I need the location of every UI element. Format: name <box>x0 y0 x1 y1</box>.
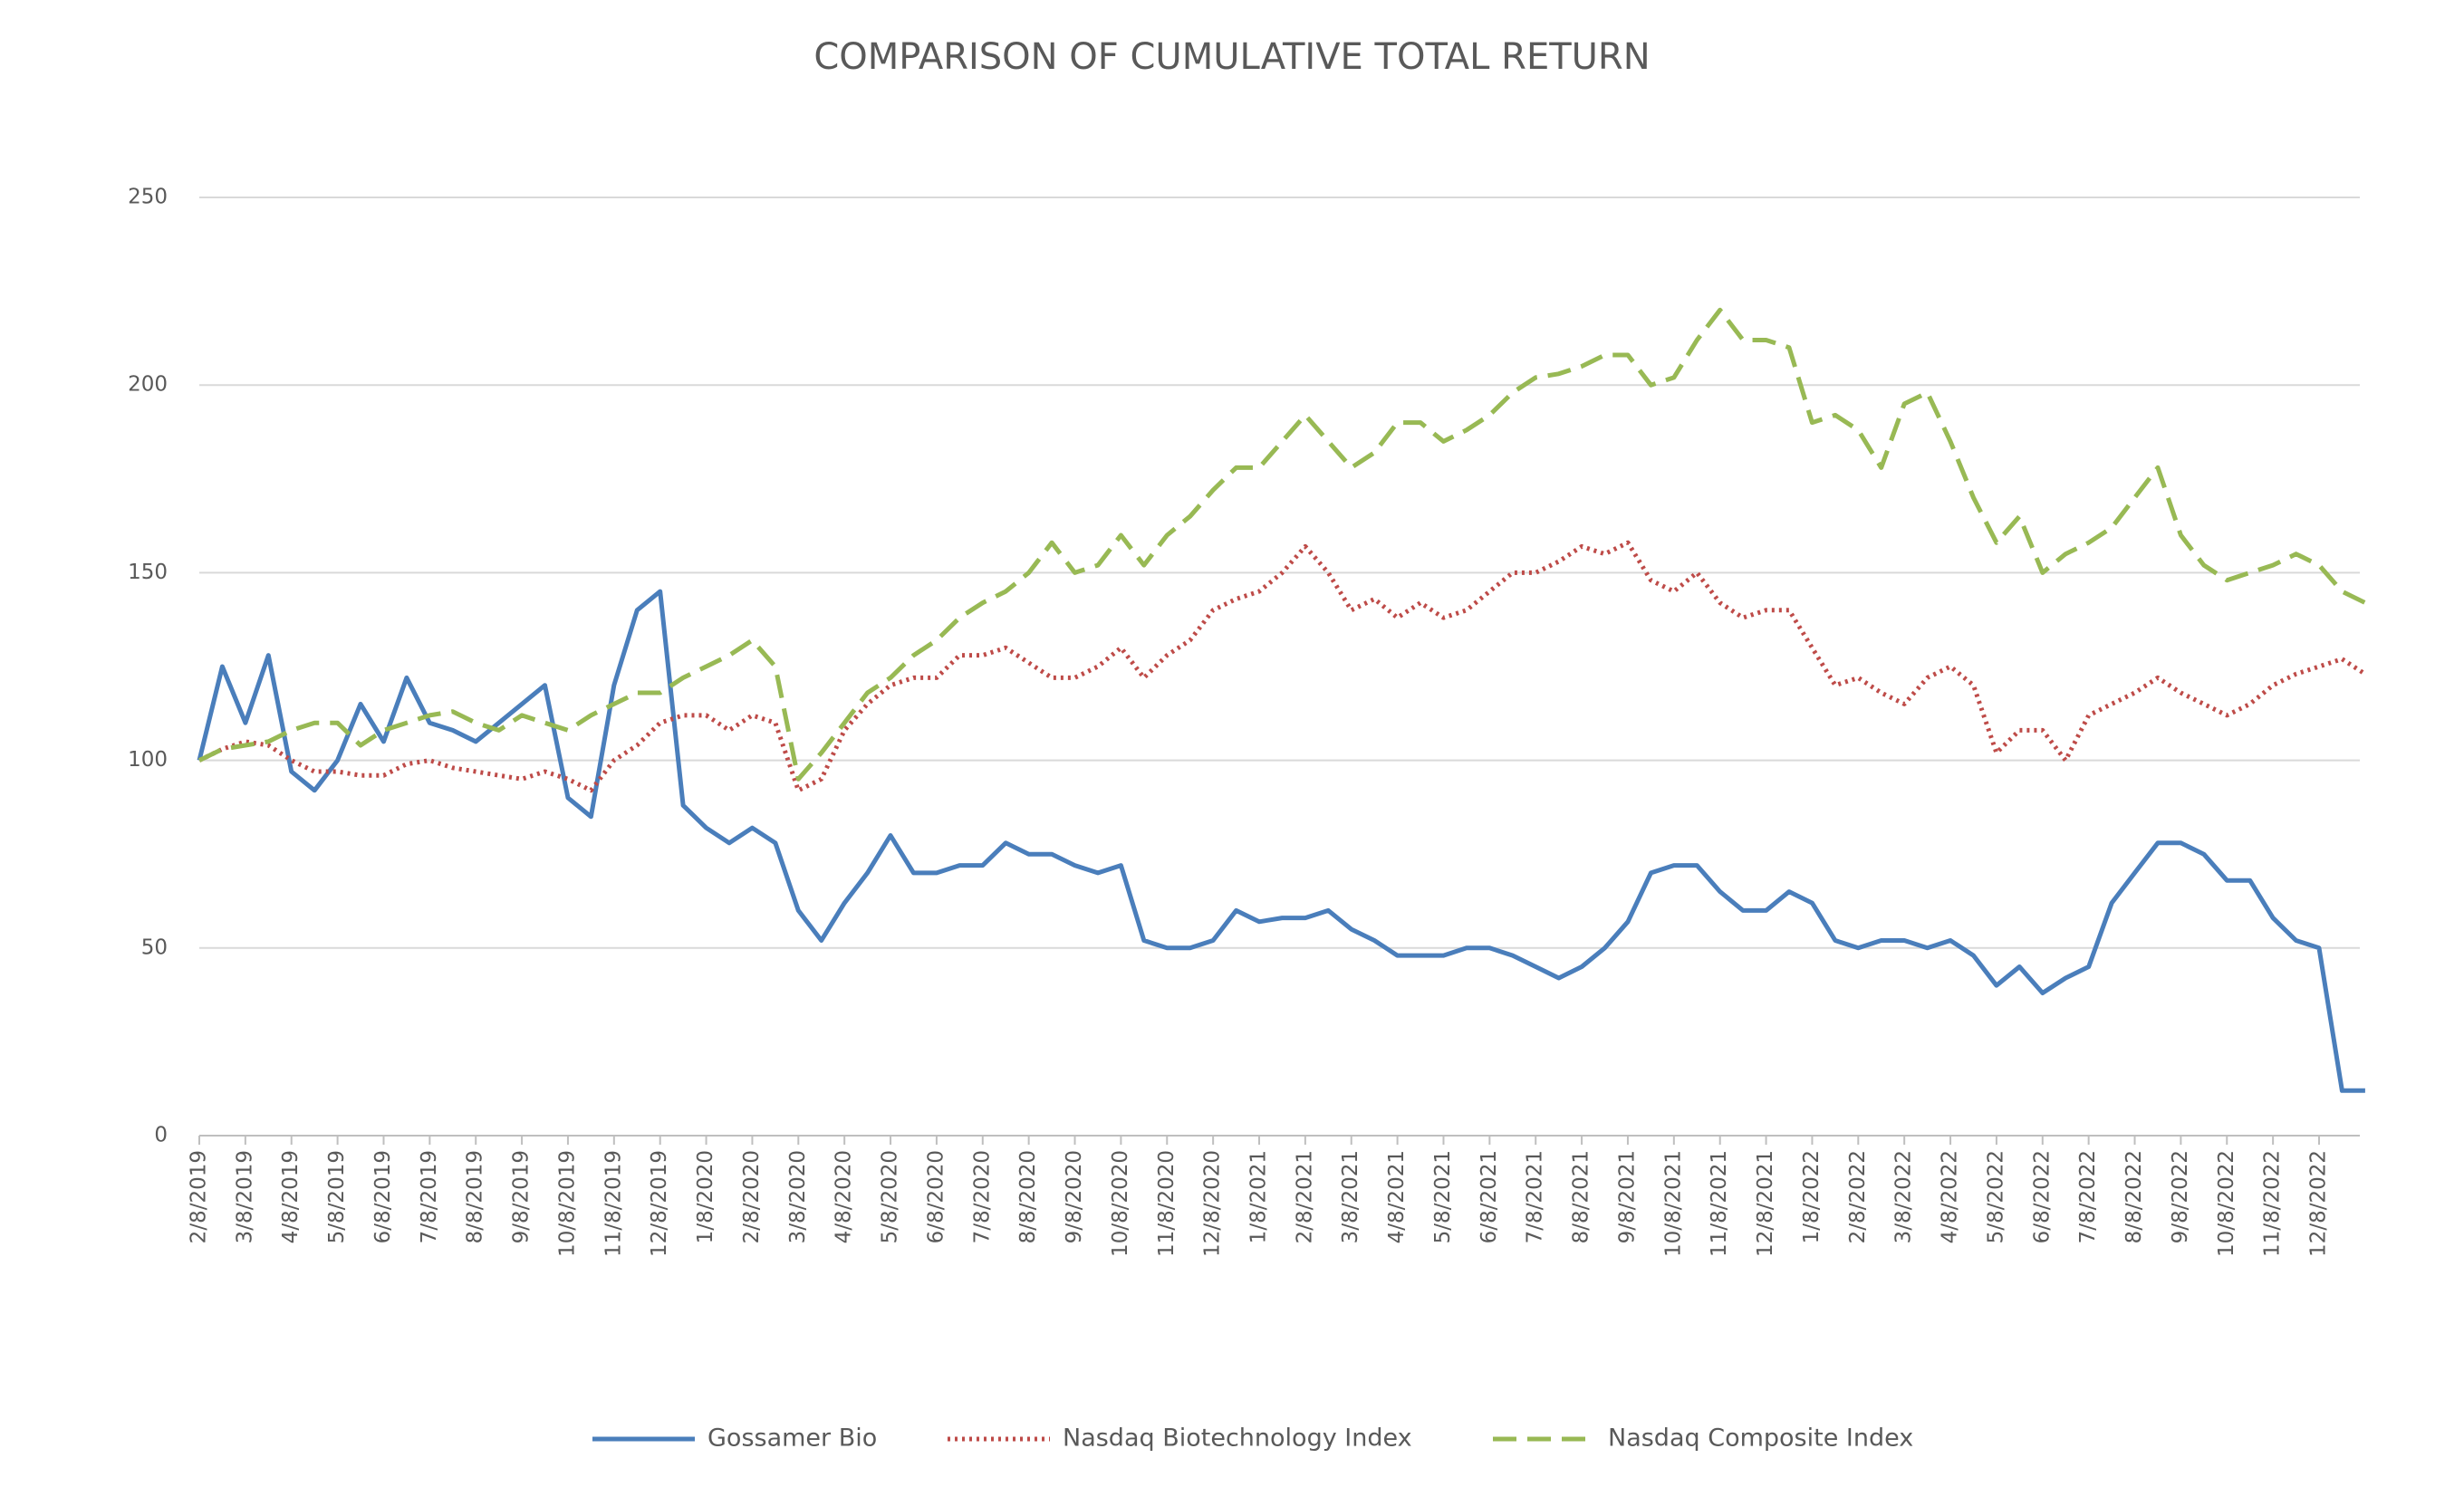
x-tick-label: 12/8/2022 <box>2307 1150 2331 1257</box>
x-tick-label: 7/8/2022 <box>2076 1150 2100 1243</box>
x-tick-label: 5/8/2019 <box>325 1150 349 1243</box>
x-tick-label: 9/8/2021 <box>1615 1150 1639 1243</box>
x-tick-label: 5/8/2022 <box>1984 1150 2007 1243</box>
x-tick-label: 10/8/2022 <box>2215 1150 2238 1257</box>
legend-label: Nasdaq Composite Index <box>1608 1425 1913 1453</box>
x-tick-label: 3/8/2022 <box>1892 1150 1916 1243</box>
y-tick-label: 250 <box>128 186 168 209</box>
x-tick-label: 7/8/2020 <box>970 1150 994 1243</box>
x-tick-label: 12/8/2021 <box>1754 1150 1777 1257</box>
legend-label: Nasdaq Biotechnology Index <box>1063 1425 1412 1453</box>
x-tick-label: 6/8/2019 <box>371 1150 395 1243</box>
x-tick-label: 1/8/2022 <box>1800 1150 1824 1243</box>
x-tick-label: 12/8/2020 <box>1201 1150 1225 1257</box>
legend-label: Gossamer Bio <box>707 1425 877 1453</box>
x-tick-label: 4/8/2020 <box>833 1150 856 1243</box>
chart-title: COMPARISON OF CUMULATIVE TOTAL RETURN <box>813 36 1650 78</box>
x-tick-label: 4/8/2019 <box>279 1150 303 1243</box>
x-tick-label: 2/8/2019 <box>188 1150 211 1243</box>
x-tick-label: 3/8/2019 <box>233 1150 256 1243</box>
x-tick-label: 9/8/2022 <box>2169 1150 2192 1243</box>
y-tick-label: 0 <box>154 1124 168 1147</box>
x-tick-label: 11/8/2019 <box>602 1150 625 1257</box>
x-tick-label: 8/8/2020 <box>1016 1150 1040 1243</box>
x-tick-label: 1/8/2020 <box>694 1150 717 1243</box>
x-tick-label: 11/8/2020 <box>1155 1150 1179 1257</box>
x-tick-label: 1/8/2021 <box>1247 1150 1271 1243</box>
x-tick-label: 9/8/2019 <box>510 1150 534 1243</box>
x-tick-label: 9/8/2020 <box>1063 1150 1086 1243</box>
x-tick-label: 3/8/2021 <box>1339 1150 1362 1243</box>
series-line <box>197 307 2367 782</box>
x-tick-label: 10/8/2020 <box>1109 1150 1132 1257</box>
y-tick-label: 200 <box>128 373 168 397</box>
x-tick-label: 8/8/2021 <box>1570 1150 1593 1243</box>
x-tick-label: 2/8/2021 <box>1293 1150 1316 1243</box>
x-tick-label: 11/8/2021 <box>1708 1150 1731 1257</box>
x-tick-label: 7/8/2021 <box>1524 1150 1547 1243</box>
x-tick-label: 5/8/2021 <box>1431 1150 1455 1243</box>
x-tick-label: 12/8/2019 <box>648 1150 671 1257</box>
x-tick-label: 2/8/2020 <box>740 1150 764 1243</box>
x-tick-label: 6/8/2020 <box>924 1150 948 1243</box>
x-tick-label: 6/8/2021 <box>1477 1150 1501 1243</box>
x-tick-label: 8/8/2019 <box>464 1150 487 1243</box>
y-tick-label: 150 <box>128 561 168 584</box>
x-tick-label: 11/8/2022 <box>2261 1150 2285 1257</box>
x-tick-label: 10/8/2019 <box>555 1150 579 1257</box>
series-line <box>197 540 2367 793</box>
x-tick-label: 7/8/2019 <box>418 1150 441 1243</box>
y-tick-label: 50 <box>141 935 168 959</box>
x-tick-label: 2/8/2022 <box>1846 1150 1870 1243</box>
x-tick-label: 4/8/2021 <box>1385 1150 1409 1243</box>
y-tick-label: 100 <box>128 748 168 772</box>
x-tick-label: 3/8/2020 <box>786 1150 810 1243</box>
x-tick-label: 4/8/2022 <box>1939 1150 1962 1243</box>
x-tick-label: 6/8/2022 <box>2030 1150 2054 1243</box>
x-tick-label: 8/8/2022 <box>2122 1150 2146 1243</box>
series-line <box>197 589 2365 1093</box>
x-tick-label: 5/8/2020 <box>879 1150 902 1243</box>
x-tick-label: 10/8/2021 <box>1661 1150 1685 1257</box>
